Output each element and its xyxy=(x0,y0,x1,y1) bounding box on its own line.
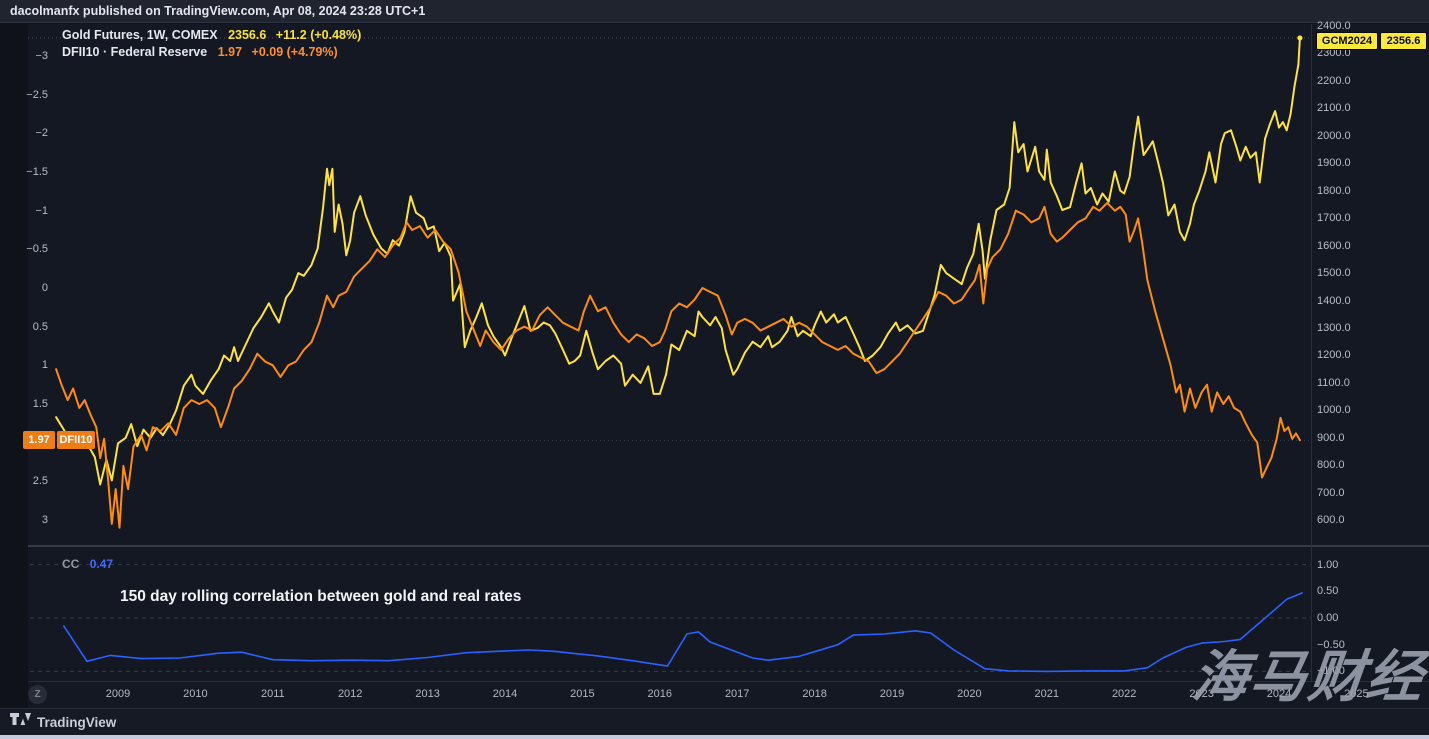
left-axis-tick-label: −2 xyxy=(35,127,48,140)
pane-divider[interactable] xyxy=(28,545,1429,547)
cc-indicator-value: 0.47 xyxy=(89,557,114,571)
left-axis-tick-label: −3 xyxy=(35,50,48,62)
right-axis-tick-label: 1000.0 xyxy=(1317,404,1351,417)
time-axis-tick-label: 2014 xyxy=(492,688,518,700)
time-axis-tick-label: 2010 xyxy=(183,688,208,700)
time-axis-divider xyxy=(28,681,1429,682)
lower-axis-tick-label: 0.50 xyxy=(1317,585,1339,598)
lower-axis-tick-label: 1.00 xyxy=(1317,558,1339,571)
gold-series-title: Gold Futures, 1W, COMEX xyxy=(62,28,218,42)
left-axis-tick-label: −1 xyxy=(35,204,48,217)
right-axis-tick-label: 2100.0 xyxy=(1317,102,1351,115)
left-axis-tick-label: −0.5 xyxy=(26,243,48,256)
time-axis-tick-label: 2021 xyxy=(1034,688,1060,700)
time-axis-tick-label: 2011 xyxy=(260,688,285,700)
legend-row-gold[interactable]: Gold Futures, 1W, COMEX 2356.6 +11.2 (+0… xyxy=(62,27,361,44)
tradingview-brand-text: TradingView xyxy=(37,714,117,730)
time-axis-tick-label: 2015 xyxy=(570,688,595,700)
right-axis-tick-label: 2000.0 xyxy=(1317,129,1351,142)
lower-axis-tick-label: −1.00 xyxy=(1317,665,1345,678)
dfii-series-title: DFII10 · Federal Reserve xyxy=(62,45,208,59)
cc-indicator-name: CC xyxy=(62,557,80,571)
timezone-button[interactable]: Z xyxy=(28,685,47,704)
right-axis-tick-label: 1300.0 xyxy=(1317,322,1351,334)
left-axis-tick-label: 0 xyxy=(41,282,48,294)
dfii-change: +0.09 (+4.79%) xyxy=(251,45,338,59)
left-axis-tick-label: 3 xyxy=(41,513,48,526)
right-axis-tick-label: 2300.0 xyxy=(1317,47,1351,60)
left-axis-tick-label: 2.5 xyxy=(32,475,48,488)
bottom-toolbar xyxy=(0,708,1429,736)
chart-annotation-text: 150 day rolling correlation between gold… xyxy=(120,588,522,605)
left-axis-tick-label: −2.5 xyxy=(26,88,48,101)
left-axis-tick-label: −1.5 xyxy=(26,166,48,178)
bottom-accent-strip xyxy=(0,735,1429,739)
right-axis-tick-label: 1800.0 xyxy=(1317,184,1351,197)
watermark-chinese: 海马财经 xyxy=(1189,645,1428,708)
time-axis-tick-label: 2009 xyxy=(105,688,131,700)
legend: Gold Futures, 1W, COMEX 2356.6 +11.2 (+0… xyxy=(62,27,361,61)
gold-symbol-flag: GCM2024 xyxy=(1316,31,1378,50)
legend-row-dfii[interactable]: DFII10 · Federal Reserve 1.97 +0.09 (+4.… xyxy=(62,44,361,61)
dfii-symbol-flag: DFII10 xyxy=(57,431,95,450)
cc-indicator-legend[interactable]: CC 0.47 xyxy=(62,557,113,571)
right-axis-tick-label: 1900.0 xyxy=(1317,157,1351,170)
time-axis-tick-label: 2013 xyxy=(415,688,440,700)
left-axis-tick-label: 0.5 xyxy=(32,320,48,333)
left-axis-tick-label: 1.5 xyxy=(32,397,48,410)
time-axis-tick-label: 2024 xyxy=(1266,688,1292,700)
time-axis-tick-label: 2022 xyxy=(1111,688,1137,700)
gold-price-flag: 2356.6 xyxy=(1380,31,1427,50)
right-axis-tick-label: 1400.0 xyxy=(1317,294,1351,307)
right-axis-tick-label: 1600.0 xyxy=(1317,239,1351,252)
right-axis-tick-label: 1700.0 xyxy=(1317,212,1351,225)
tradingview-logo-link[interactable]: TradingView xyxy=(10,712,116,732)
right-axis-tick-label: 2400.0 xyxy=(1317,20,1351,32)
time-axis-tick-label: 2025 xyxy=(1344,688,1369,700)
right-axis-tick-label: 2200.0 xyxy=(1317,74,1351,87)
right-axis-tick-label: 700.0 xyxy=(1317,486,1345,499)
gold-last-value: 2356.6 xyxy=(228,28,267,42)
right-axis-tick-label: 1500.0 xyxy=(1317,267,1351,280)
right-axis-tick-label: 900.0 xyxy=(1317,431,1345,444)
time-axis-tick-label: 2012 xyxy=(337,688,363,700)
right-axis-tick-label: 800.0 xyxy=(1317,459,1345,472)
tradingview-logo-icon xyxy=(10,713,31,731)
dfii-price-flag: 1.97 xyxy=(23,431,55,450)
left-axis-tick-label: 1 xyxy=(41,359,48,372)
time-axis-tick-label: 2019 xyxy=(879,688,905,700)
attribution-bar: dacolmanfx published on TradingView.com,… xyxy=(0,0,1429,23)
right-axis-tick-label: 1100.0 xyxy=(1317,376,1350,389)
time-axis-tick-label: 2020 xyxy=(957,688,982,700)
right-axis-tick-label: 1200.0 xyxy=(1317,349,1351,362)
time-axis-tick-label: 2018 xyxy=(802,688,827,700)
time-axis-tick-label: 2016 xyxy=(647,688,673,700)
lower-axis-tick-label: −0.50 xyxy=(1317,638,1345,651)
attribution-text: dacolmanfx published on TradingView.com,… xyxy=(10,4,426,18)
time-axis-tick-label: 2017 xyxy=(724,688,750,700)
price-axis-divider xyxy=(1311,24,1312,681)
dfii-last-value: 1.97 xyxy=(217,45,243,59)
gold-change: +11.2 (+0.48%) xyxy=(275,28,362,42)
right-axis-tick-label: 600.0 xyxy=(1317,514,1345,527)
lower-axis-tick-label: 0.00 xyxy=(1317,612,1339,624)
time-axis-tick-label: 2023 xyxy=(1189,688,1214,700)
